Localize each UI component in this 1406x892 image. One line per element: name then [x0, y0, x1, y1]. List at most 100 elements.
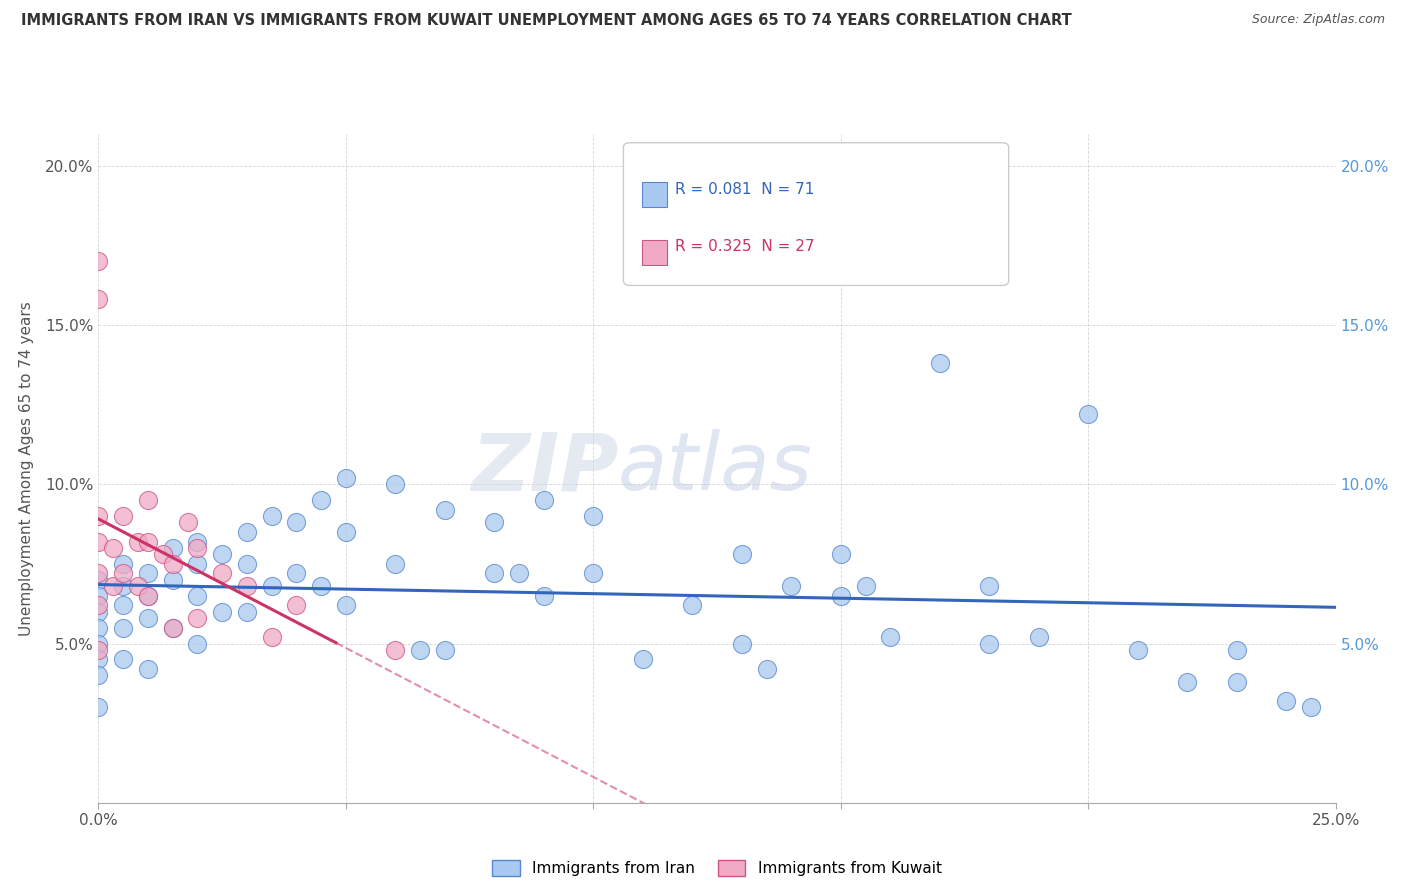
- Point: [582, 509, 605, 524]
- Point: [103, 579, 125, 593]
- Point: [136, 493, 159, 508]
- Point: [260, 579, 283, 593]
- Point: [260, 509, 283, 524]
- Point: [87, 621, 110, 635]
- Point: [162, 621, 184, 635]
- Point: [1275, 694, 1298, 708]
- Point: [112, 557, 135, 571]
- Point: [87, 573, 110, 587]
- Point: [1175, 674, 1198, 689]
- Point: [112, 621, 135, 635]
- Point: [136, 611, 159, 625]
- Point: [1077, 407, 1099, 421]
- Point: [162, 621, 184, 635]
- Point: [87, 700, 110, 714]
- Y-axis label: Unemployment Among Ages 65 to 74 years: Unemployment Among Ages 65 to 74 years: [20, 301, 34, 636]
- Point: [236, 524, 259, 539]
- Point: [87, 605, 110, 619]
- Point: [236, 557, 259, 571]
- Point: [136, 566, 159, 581]
- Point: [112, 509, 135, 524]
- Point: [176, 516, 198, 530]
- Point: [285, 599, 308, 613]
- Point: [211, 547, 233, 561]
- Point: [87, 534, 110, 549]
- Point: [1226, 643, 1249, 657]
- Point: [186, 541, 208, 555]
- Point: [112, 652, 135, 666]
- Point: [87, 293, 110, 307]
- Point: [285, 516, 308, 530]
- Point: [112, 599, 135, 613]
- Point: [533, 589, 555, 603]
- Point: [1226, 674, 1249, 689]
- Point: [928, 356, 950, 370]
- Point: [681, 599, 703, 613]
- Point: [855, 579, 877, 593]
- Point: [162, 557, 184, 571]
- Point: [879, 630, 901, 644]
- Text: R = 0.081  N = 71: R = 0.081 N = 71: [675, 183, 815, 197]
- Point: [152, 547, 174, 561]
- Point: [731, 636, 754, 650]
- Point: [582, 566, 605, 581]
- Point: [87, 566, 110, 581]
- Point: [162, 573, 184, 587]
- Point: [780, 579, 803, 593]
- Point: [87, 254, 110, 268]
- Point: [830, 589, 852, 603]
- Point: [103, 541, 125, 555]
- Text: atlas: atlas: [619, 429, 813, 508]
- Point: [384, 643, 406, 657]
- Text: Source: ZipAtlas.com: Source: ZipAtlas.com: [1251, 13, 1385, 27]
- Point: [236, 605, 259, 619]
- Point: [979, 636, 1001, 650]
- Point: [236, 579, 259, 593]
- Point: [136, 534, 159, 549]
- Point: [979, 579, 1001, 593]
- Point: [87, 599, 110, 613]
- Legend: Immigrants from Iran, Immigrants from Kuwait: Immigrants from Iran, Immigrants from Ku…: [486, 854, 948, 882]
- Point: [1028, 630, 1050, 644]
- Point: [1126, 643, 1149, 657]
- Point: [508, 566, 530, 581]
- Text: R = 0.325  N = 27: R = 0.325 N = 27: [675, 239, 815, 253]
- Point: [309, 493, 332, 508]
- Point: [186, 611, 208, 625]
- Point: [127, 579, 149, 593]
- Point: [87, 589, 110, 603]
- Point: [384, 557, 406, 571]
- Point: [87, 668, 110, 682]
- Point: [309, 579, 332, 593]
- Point: [87, 636, 110, 650]
- Point: [186, 636, 208, 650]
- Point: [211, 566, 233, 581]
- Point: [335, 471, 357, 485]
- Point: [112, 566, 135, 581]
- Point: [755, 662, 778, 676]
- Point: [335, 599, 357, 613]
- Point: [186, 557, 208, 571]
- Point: [433, 643, 456, 657]
- Point: [335, 524, 357, 539]
- Point: [87, 652, 110, 666]
- Point: [484, 516, 506, 530]
- Point: [830, 547, 852, 561]
- Point: [87, 509, 110, 524]
- Point: [285, 566, 308, 581]
- Point: [433, 502, 456, 516]
- Point: [127, 534, 149, 549]
- Point: [112, 579, 135, 593]
- Point: [484, 566, 506, 581]
- Point: [186, 589, 208, 603]
- Point: [409, 643, 432, 657]
- Point: [136, 589, 159, 603]
- Text: IMMIGRANTS FROM IRAN VS IMMIGRANTS FROM KUWAIT UNEMPLOYMENT AMONG AGES 65 TO 74 : IMMIGRANTS FROM IRAN VS IMMIGRANTS FROM …: [21, 13, 1071, 29]
- Point: [162, 541, 184, 555]
- Point: [631, 652, 654, 666]
- Point: [211, 605, 233, 619]
- Text: ZIP: ZIP: [471, 429, 619, 508]
- Point: [533, 493, 555, 508]
- Point: [731, 547, 754, 561]
- Point: [384, 477, 406, 491]
